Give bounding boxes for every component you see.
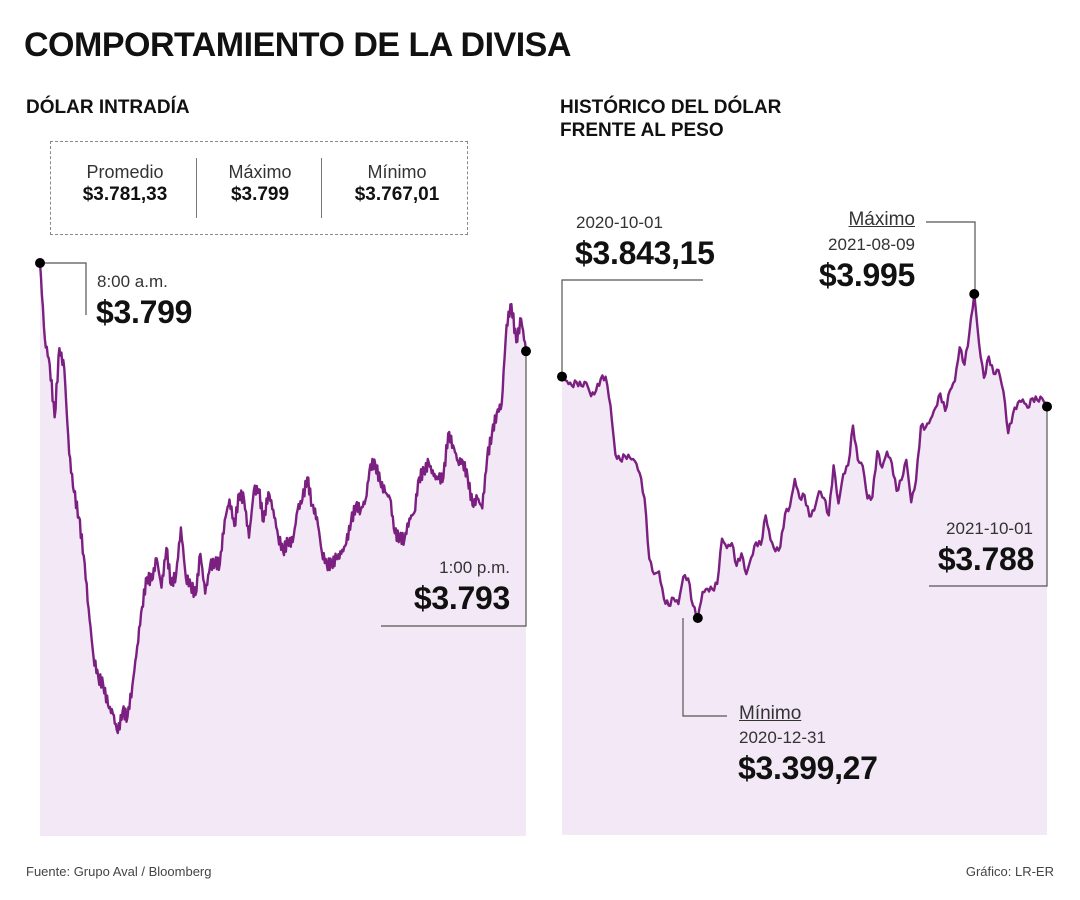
source-note: Fuente: Grupo Aval / Bloomberg bbox=[26, 864, 212, 879]
intraday-end-time: 1:00 p.m. bbox=[439, 558, 510, 577]
hist-max-title: Máximo bbox=[848, 209, 915, 230]
graphic-credit: Gráfico: LR-ER bbox=[965, 864, 1054, 879]
main-title: COMPORTAMIENTO DE LA DIVISA bbox=[24, 26, 571, 64]
hist-max-date: 2021-08-09 bbox=[828, 235, 915, 254]
hist-min-value: $3.399,27 bbox=[738, 750, 878, 786]
hist-end-date: 2021-10-01 bbox=[946, 519, 1033, 538]
hist-min-title: Mínimo bbox=[739, 703, 802, 724]
intraday-chart-title: DÓLAR INTRADÍA bbox=[26, 97, 190, 118]
stat-min: Mínimo $3.767,01 bbox=[327, 162, 467, 206]
historical-price-line bbox=[561, 292, 1049, 620]
hist-max-value: $3.995 bbox=[818, 257, 915, 293]
intraday-start-marker bbox=[35, 258, 45, 268]
hist-start-date: 2020-10-01 bbox=[576, 213, 663, 232]
leader-hist-start bbox=[561, 279, 703, 376]
historical-start-marker bbox=[557, 371, 567, 382]
leader-intraday-start bbox=[40, 262, 87, 315]
stat-max-label: Máximo bbox=[228, 162, 292, 182]
intraday-end-marker bbox=[521, 346, 531, 357]
stat-average-value: $3.781,33 bbox=[82, 184, 168, 205]
hist-end-value: $3.788 bbox=[937, 541, 1034, 577]
intraday-stats-box: Promedio $3.781,33 Máximo $3.799 Mínimo … bbox=[50, 141, 468, 235]
stat-average: Promedio $3.781,33 bbox=[55, 162, 195, 206]
intraday-price-line bbox=[38, 262, 528, 735]
intraday-start-value: $3.799 bbox=[96, 294, 193, 330]
hist-min-date: 2020-12-31 bbox=[739, 728, 826, 747]
leader-intraday-end bbox=[381, 351, 527, 627]
stat-divider bbox=[196, 158, 197, 218]
leader-hist-end bbox=[929, 405, 1048, 587]
leader-hist-max bbox=[926, 221, 976, 294]
stat-min-label: Mínimo bbox=[367, 162, 427, 182]
hist-start-value: $3.843,15 bbox=[575, 235, 715, 271]
historical-min-marker bbox=[692, 613, 703, 623]
historical-max-marker bbox=[969, 289, 980, 299]
historical-chart-title: HISTÓRICO DEL DÓLAR FRENTE AL PESO bbox=[560, 97, 782, 141]
stat-min-value: $3.767,01 bbox=[354, 184, 440, 205]
intraday-area-fill bbox=[40, 263, 526, 836]
intraday-start-time: 8:00 a.m. bbox=[97, 272, 168, 291]
stat-max: Máximo $3.799 bbox=[190, 162, 330, 206]
stat-average-label: Promedio bbox=[86, 162, 164, 182]
leader-hist-min bbox=[682, 618, 727, 717]
stat-divider bbox=[321, 158, 322, 218]
stat-max-value: $3.799 bbox=[230, 184, 290, 205]
historical-end-marker bbox=[1042, 401, 1052, 412]
intraday-end-value: $3.793 bbox=[413, 580, 510, 616]
